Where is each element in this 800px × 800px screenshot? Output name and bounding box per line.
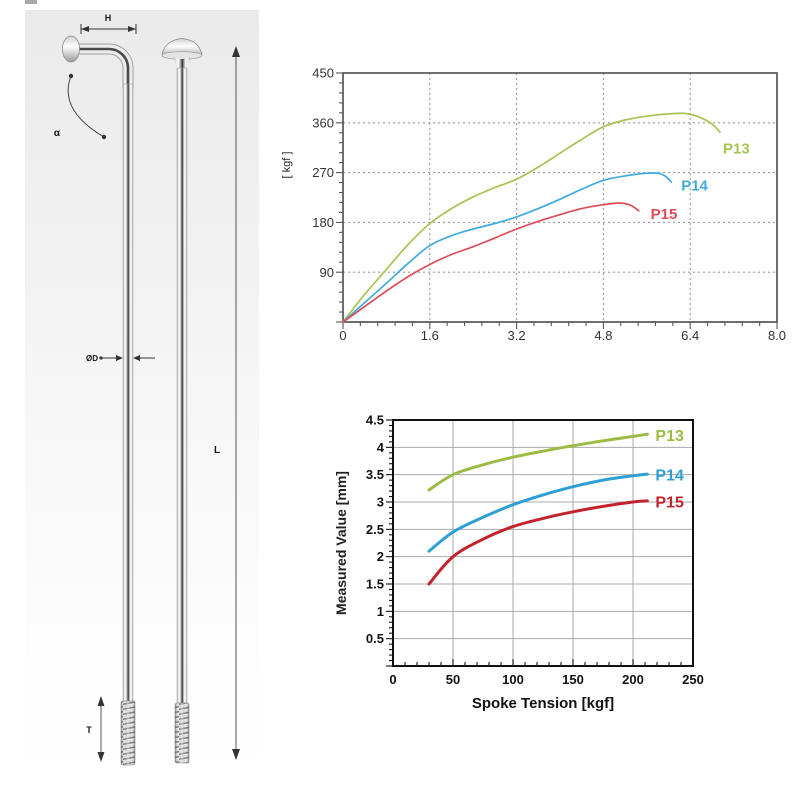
measured-value-chart: 0 50 100 150 200 250 0.5 1 1.5 2 2.5 3 3.5 4 4.5 Measur… xyxy=(333,413,704,712)
series-p13 xyxy=(342,112,721,323)
dim-label-diameter: ØD xyxy=(86,354,98,363)
series-p14 xyxy=(427,472,649,553)
svg-text:3.5: 3.5 xyxy=(366,467,384,482)
series-p15 xyxy=(342,202,640,323)
dim-label-h: H xyxy=(105,13,112,23)
svg-text:4.5: 4.5 xyxy=(366,413,384,428)
right-spoke xyxy=(161,38,203,764)
svg-text:2.5: 2.5 xyxy=(366,522,384,537)
spoke-diagram-panel: H α ØD L xyxy=(25,10,259,793)
x-axis-label: Spoke Tension [kgf] xyxy=(472,695,614,712)
svg-text:8.0: 8.0 xyxy=(768,328,786,343)
svg-text:4: 4 xyxy=(377,440,385,455)
svg-text:1: 1 xyxy=(377,604,384,619)
dim-label-thread: T xyxy=(86,725,92,735)
corner-mark xyxy=(25,0,37,4)
svg-text:0.5: 0.5 xyxy=(366,631,384,646)
svg-text:0: 0 xyxy=(389,672,396,687)
dimension-length xyxy=(232,46,240,760)
svg-text:100: 100 xyxy=(502,672,524,687)
svg-text:4.8: 4.8 xyxy=(594,328,612,343)
spoke-diagram: H α ØD L xyxy=(54,13,240,766)
svg-text:180: 180 xyxy=(312,215,334,230)
svg-text:6.4: 6.4 xyxy=(681,328,699,343)
series-label-p14: P14 xyxy=(655,468,684,485)
svg-text:150: 150 xyxy=(562,672,584,687)
left-spoke-head xyxy=(62,35,80,63)
tension-elongation-chart: 0 1.6 3.2 4.8 6.4 8.0 90 180 270 360 450 [ kgf ] P13… xyxy=(281,66,786,343)
left-spoke-shaft xyxy=(122,83,134,702)
dimension-h xyxy=(80,24,137,34)
svg-text:450: 450 xyxy=(312,66,334,81)
svg-text:2: 2 xyxy=(377,549,384,564)
series-label-p14: P14 xyxy=(681,177,708,194)
dimension-diameter xyxy=(99,355,155,361)
y-axis-label: Measured Value [mm] xyxy=(333,471,349,615)
svg-text:360: 360 xyxy=(312,115,334,130)
right-spoke-shaft xyxy=(176,67,188,704)
svg-text:3: 3 xyxy=(377,495,384,510)
dimension-alpha xyxy=(67,73,107,140)
series-label-p13: P13 xyxy=(723,140,750,157)
series-label-p15: P15 xyxy=(655,495,684,512)
svg-text:270: 270 xyxy=(312,165,334,180)
svg-text:1.5: 1.5 xyxy=(366,577,384,592)
svg-text:50: 50 xyxy=(446,672,460,687)
dim-label-length: L xyxy=(214,445,220,456)
series-label-p13: P13 xyxy=(655,428,684,445)
series-p14 xyxy=(342,172,673,323)
svg-text:90: 90 xyxy=(320,265,334,280)
y-axis-label: [ kgf ] xyxy=(281,152,293,179)
svg-text:3.2: 3.2 xyxy=(508,328,526,343)
svg-text:200: 200 xyxy=(622,672,644,687)
svg-text:250: 250 xyxy=(682,672,704,687)
dim-label-alpha: α xyxy=(54,128,61,139)
series-p15 xyxy=(427,499,649,586)
series-label-p15: P15 xyxy=(651,206,678,223)
left-spoke xyxy=(62,35,136,766)
svg-text:1.6: 1.6 xyxy=(421,328,439,343)
dimension-thread xyxy=(97,696,105,762)
svg-text:0: 0 xyxy=(339,328,346,343)
series-p13 xyxy=(427,432,649,492)
